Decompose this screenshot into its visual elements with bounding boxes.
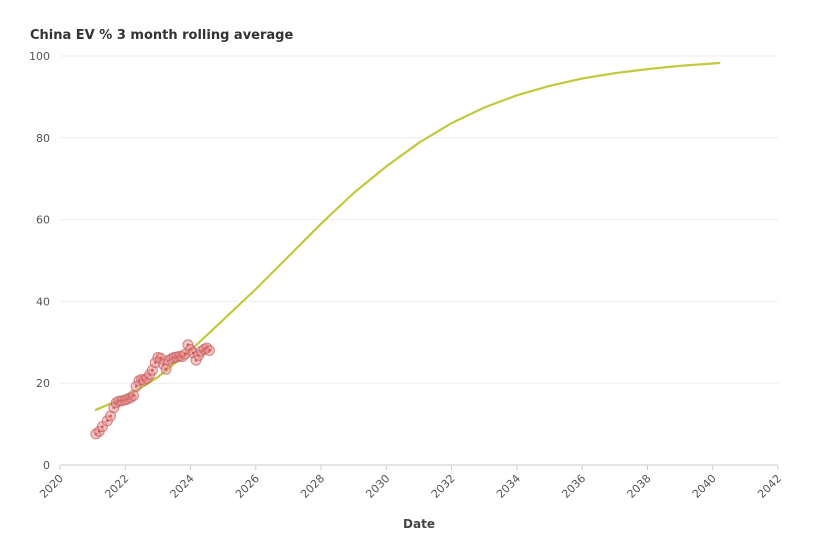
y-tick-label: 100 (29, 50, 50, 63)
data-point-center (151, 368, 154, 372)
data-point (203, 344, 215, 356)
x-axis: 2020 2022 2024 2026 2028 2030 2032 2034 2036 2038… (37, 464, 784, 501)
x-axis-label: Date (403, 517, 435, 531)
y-axis: 0 20 40 60 80 100 (29, 50, 50, 472)
x-tick-label: 2034 (494, 472, 523, 501)
x-tick-label: 2026 (233, 472, 262, 501)
x-tick-label: 2040 (690, 472, 719, 501)
x-tick-label: 2036 (559, 472, 588, 501)
data-point-center (164, 368, 168, 371)
trend-line-group (94, 61, 721, 411)
x-tick-label: 2020 (37, 472, 66, 501)
data-point-center (208, 349, 211, 352)
x-tick-label: 2030 (363, 472, 392, 501)
data-point-center (132, 394, 135, 397)
y-tick-label: 0 (43, 459, 50, 472)
y-tick-label: 60 (36, 214, 50, 227)
data-point-center (109, 414, 112, 418)
x-tick-label: 2032 (429, 472, 458, 501)
x-tick-label: 2038 (625, 472, 654, 501)
data-point (127, 389, 139, 401)
x-tick-label: 2042 (755, 472, 784, 501)
data-point-center (183, 352, 187, 356)
data-point-center (159, 357, 162, 360)
chart-title: China EV % 3 month rolling average (30, 28, 293, 43)
trend-line (94, 61, 721, 411)
scatter-points (90, 339, 215, 440)
y-tick-label: 20 (36, 377, 50, 390)
y-tick-label: 80 (36, 132, 50, 145)
x-tick-label: 2024 (168, 472, 197, 501)
data-point (160, 363, 172, 375)
x-tick-label: 2028 (298, 472, 327, 501)
x-tick-label: 2022 (102, 472, 131, 501)
data-point-center (101, 425, 104, 428)
data-point-center (134, 385, 138, 388)
grid-lines (60, 55, 778, 384)
y-tick-label: 40 (36, 295, 50, 308)
